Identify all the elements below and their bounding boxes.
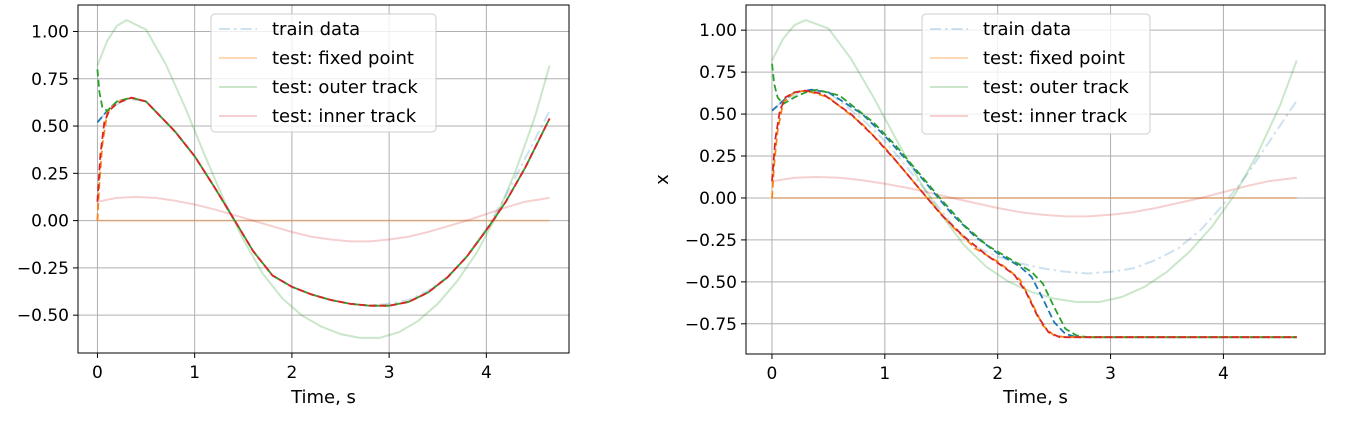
x-axis-label: Time, s (290, 387, 356, 408)
x-axis-label: Time, s (1002, 387, 1068, 408)
axes-frame (745, 4, 1326, 355)
legend-label: test: inner track (272, 106, 417, 127)
legend-label: train data (272, 19, 360, 40)
legend: train data test: fixed point test: outer t… (210, 13, 437, 133)
legend-label: train data (983, 19, 1071, 40)
y-tick-label: 0.75 (31, 70, 69, 90)
y-tick-label: −0.50 (685, 273, 737, 293)
y-tick-label: 0.25 (699, 147, 737, 167)
series-line-prediction-7 (771, 89, 1297, 339)
series-line-test-inner-track (97, 196, 550, 243)
x-tick-label: 3 (1105, 364, 1116, 384)
legend: train data test: fixed point test: outer t… (921, 13, 1151, 135)
legend-label: test: outer track (272, 77, 418, 98)
y-tick-label: 0.00 (31, 212, 69, 232)
series-group (771, 19, 1298, 339)
series-line-train-data (771, 88, 1298, 275)
y-tick-label: 1.00 (699, 21, 737, 41)
series-line-test-outer-track (771, 19, 1298, 303)
x-tick-label: 4 (1218, 364, 1229, 384)
legend-label: test: outer track (983, 77, 1129, 98)
y-tick-label: −0.75 (685, 315, 737, 335)
legend-box (210, 13, 437, 133)
y-tick-label: 1.00 (31, 22, 69, 42)
y-tick-label: 0.00 (699, 189, 737, 209)
x-tick-label: 2 (992, 364, 1003, 384)
y-tick-label: 0.75 (699, 63, 737, 83)
y-axis-label: x (652, 174, 673, 185)
y-tick-label: −0.25 (17, 259, 69, 279)
y-tick-label: 0.50 (699, 105, 737, 125)
y-tick-label: −0.50 (17, 306, 69, 326)
legend-label: test: inner track (983, 106, 1128, 127)
axes-frame (77, 4, 570, 354)
x-tick-label: 2 (286, 363, 297, 383)
series-line-test-inner-track (771, 176, 1297, 218)
series-line-prediction-7 (96, 96, 551, 307)
chart-panel-2: 0 1 2 3 4 1.00 0.75 0.50 0.25 0.00 −0.25 −0.50 −0.75… (652, 4, 1326, 408)
series-line-test-outer-track (96, 19, 551, 339)
x-tick-label: 0 (92, 363, 103, 383)
series-group (96, 19, 551, 339)
y-tick-label: −0.25 (685, 231, 737, 251)
legend-label: test: fixed point (272, 48, 414, 69)
y-tick-label: 0.50 (31, 117, 69, 137)
x-tick-label: 1 (189, 363, 200, 383)
y-tick-label: 0.25 (31, 164, 69, 184)
legend-label: test: fixed point (983, 48, 1125, 69)
x-tick-label: 4 (481, 363, 492, 383)
legend-box (921, 13, 1151, 135)
chart-panel-1: 0 1 2 3 4 1.00 0.75 0.50 0.25 0.00 −0.25 −0.50 Time,… (17, 4, 570, 408)
x-tick-label: 3 (384, 363, 395, 383)
x-tick-label: 1 (879, 364, 890, 384)
x-tick-label: 0 (767, 364, 778, 384)
